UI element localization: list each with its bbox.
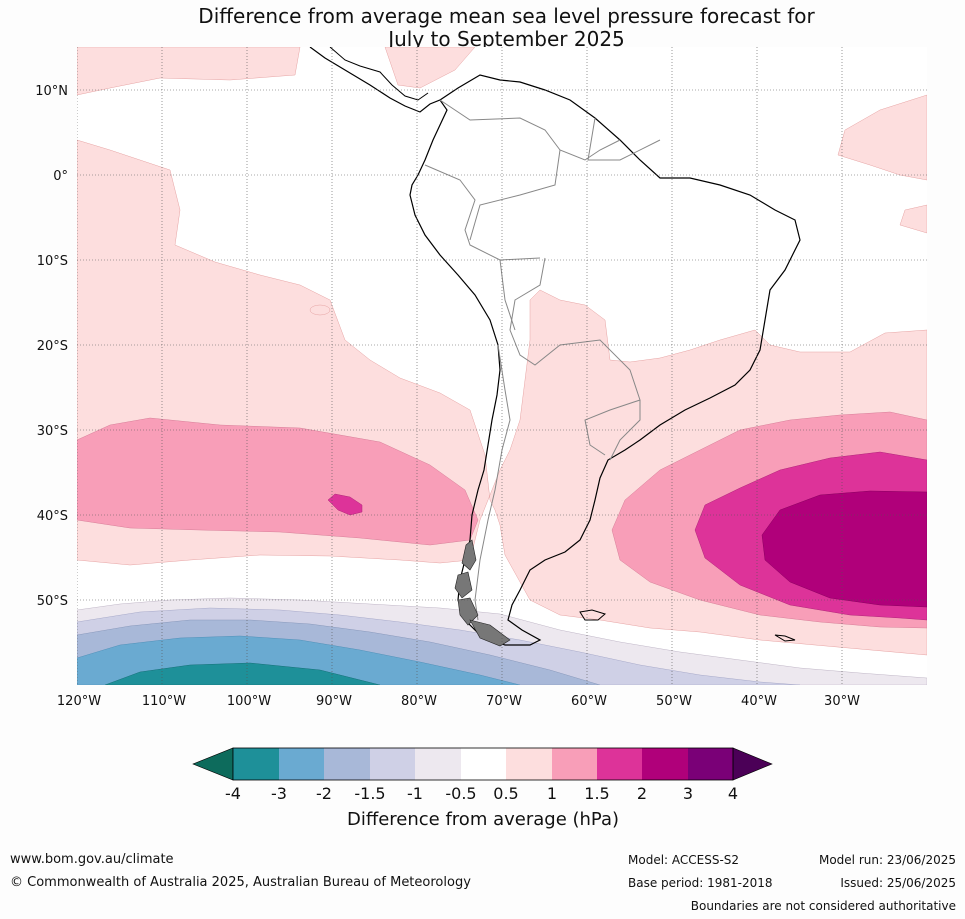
website-link[interactable]: www.bom.gov.au/climate — [10, 852, 174, 867]
anomaly-region-1-1.5-west — [77, 417, 479, 546]
anomaly-region-0.5-1-north — [77, 47, 301, 96]
chilean-archipelago — [454, 539, 511, 647]
south-georgia — [774, 634, 796, 642]
colorbar-tick-label: -0.5 — [445, 784, 476, 803]
colorbar-tick-label: -1.5 — [354, 784, 385, 803]
colorbar-tick-label: -1 — [407, 784, 423, 803]
title-line-1: Difference from average mean sea level p… — [198, 4, 815, 28]
lat-label: 50°S — [37, 594, 68, 609]
colorbar-title: Difference from average (hPa) — [347, 809, 619, 830]
colorbar-tick-label: 0.5 — [493, 784, 518, 803]
lat-label: 40°S — [37, 509, 68, 524]
colorbar-tick-label: 1 — [547, 784, 557, 803]
base-period: Base period: 1981-2018 — [628, 876, 773, 890]
colorbar-tick-label: 3 — [683, 784, 693, 803]
anomaly-region-0.5-1-east-upper — [837, 94, 927, 181]
colorbar-tick-label: -4 — [225, 784, 241, 803]
colorbar-tick-label: 1.5 — [584, 784, 609, 803]
issued-date: Issued: 25/06/2025 — [840, 876, 956, 890]
colorbar-ticks: -4 -3 -2 -1.5 -1 -0.5 0.5 1 1.5 2 3 4 — [225, 784, 738, 803]
chart-title: Difference from average mean sea level p… — [0, 5, 965, 51]
colorbar-segment — [642, 748, 688, 780]
longitude-labels: 120°W 110°W 100°W 90°W 80°W 70°W 60°W 50… — [57, 694, 860, 709]
lon-label: 100°W — [227, 694, 271, 709]
colorbar-segment — [506, 748, 552, 780]
colorbar-segment — [461, 748, 506, 780]
model-name: Model: ACCESS-S2 — [628, 853, 740, 867]
lon-label: 50°W — [656, 694, 692, 709]
colorbar-segment — [552, 748, 597, 780]
colorbar-segment — [688, 748, 733, 780]
anomaly-region-0.5-1-east-small — [899, 204, 927, 234]
south-america-coastline — [309, 47, 801, 646]
colorbar-extend-high — [732, 747, 773, 781]
colorbar-segment — [597, 748, 642, 780]
colorbar: -4 -3 -2 -1.5 -1 -0.5 0.5 1 1.5 2 3 4 Di… — [192, 747, 773, 830]
copyright-text: © Commonwealth of Australia 2025, Austra… — [10, 875, 471, 890]
lon-label: 30°W — [824, 694, 860, 709]
anomaly-region-0.5-1-caribbean — [384, 47, 476, 89]
lon-label: 80°W — [401, 694, 437, 709]
title-line-2: July to September 2025 — [388, 27, 625, 51]
lon-label: 110°W — [142, 694, 186, 709]
national-boundaries — [424, 99, 661, 621]
colorbar-segment — [415, 748, 461, 780]
colorbar-tick-label: 4 — [728, 784, 738, 803]
anomaly-region-0.5-1-islet — [309, 304, 331, 316]
anomaly-region-2-3-east — [761, 490, 927, 608]
colorbar-segment — [370, 748, 415, 780]
lat-label: 30°S — [37, 424, 68, 439]
colorbar-tick-label: 2 — [637, 784, 647, 803]
colorbar-segment — [233, 748, 279, 780]
colorbar-tick-label: -2 — [316, 784, 332, 803]
lon-label: 60°W — [571, 694, 607, 709]
anomaly-region-1.5-2-west-blob — [327, 493, 363, 516]
lon-label: 70°W — [486, 694, 522, 709]
graticule — [77, 47, 927, 685]
lat-label: 10°S — [37, 254, 68, 269]
lat-label: 0° — [53, 169, 68, 184]
lon-label: 120°W — [57, 694, 101, 709]
boundaries-disclaimer: Boundaries are not considered authoritat… — [690, 899, 956, 913]
colorbar-segment — [279, 748, 324, 780]
lon-label: 90°W — [316, 694, 352, 709]
central-america-coastline — [329, 47, 429, 101]
colorbar-segment — [324, 748, 370, 780]
colorbar-tick-label: -3 — [271, 784, 287, 803]
model-run-date: Model run: 23/06/2025 — [818, 853, 956, 867]
lat-label: 20°S — [37, 339, 68, 354]
lon-label: 40°W — [741, 694, 777, 709]
anomaly-region-neg-3-4 — [104, 662, 381, 685]
latitude-labels: 10°N 0° 10°S 20°S 30°S 40°S 50°S — [35, 84, 68, 609]
lat-label: 10°N — [35, 84, 68, 99]
map-panel — [77, 47, 927, 685]
falkland-islands — [579, 609, 607, 621]
colorbar-extend-low — [192, 747, 234, 781]
colorbar-frame — [232, 747, 734, 781]
